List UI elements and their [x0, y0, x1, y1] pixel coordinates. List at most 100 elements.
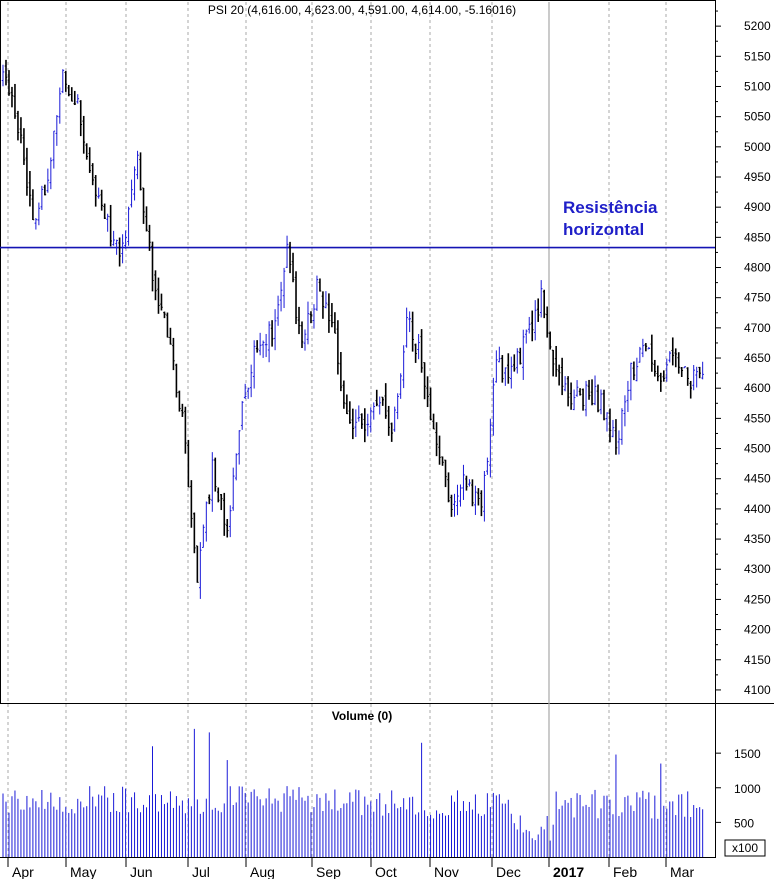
month-axis: Apr May Jun Jul Aug Sep Oct Nov Dec 2017 Feb Mar — [7, 857, 694, 879]
ohlc-bar — [629, 362, 633, 401]
y-tick-label: 4700 — [744, 321, 771, 335]
ohlc-bar — [136, 150, 139, 180]
ohlc-bar — [641, 338, 645, 358]
ohlc-bar — [489, 418, 492, 478]
ohlc-bar — [366, 413, 370, 437]
ohlc-bar — [151, 241, 154, 292]
ohlc-bar — [677, 352, 681, 374]
ohlc-bar — [590, 379, 594, 406]
month-label: Jul — [192, 864, 210, 879]
ohlc-bar — [106, 213, 109, 232]
ohlc-bar — [584, 380, 588, 417]
ohlc-bar — [510, 356, 513, 389]
ohlc-bar — [429, 387, 432, 421]
ohlc-bar — [31, 189, 35, 221]
ohlc-bar — [471, 479, 474, 507]
ohlc-bar — [533, 300, 537, 341]
ohlc-bar — [671, 337, 675, 366]
ohlc-bar — [336, 320, 340, 375]
month-label: Mar — [670, 864, 694, 879]
y-tick-label: 4500 — [744, 442, 771, 456]
ohlc-bar — [145, 206, 148, 232]
ohlc-bar — [124, 230, 127, 249]
ohlc-bar — [450, 494, 453, 517]
y-tick-label: 4850 — [744, 230, 771, 244]
ohlc-bar — [426, 376, 429, 408]
month-label: Feb — [613, 864, 637, 879]
ohlc-bar — [501, 355, 504, 383]
ohlc-bar — [438, 435, 441, 465]
ohlc-bar — [34, 218, 38, 230]
ohlc-bar — [417, 334, 420, 360]
ohlc-bar — [480, 490, 483, 517]
ohlc-bar — [378, 396, 382, 415]
y-tick-label: 4550 — [744, 411, 771, 425]
ohlc-bar — [55, 115, 59, 146]
ohlc-bar — [118, 237, 121, 267]
ohlc-bar — [28, 170, 32, 207]
ohlc-bar — [160, 293, 163, 311]
ohlc-bar — [58, 87, 62, 124]
ohlc-bar — [294, 271, 298, 325]
ohlc-bar — [318, 278, 322, 292]
ohlc-bar — [49, 157, 53, 190]
ohlc-bar — [668, 351, 672, 363]
vertical-grid — [7, 2, 667, 857]
ohlc-bar — [405, 307, 408, 348]
ohlc-bar — [474, 485, 477, 515]
ohlc-bar — [435, 422, 438, 457]
y-tick-label: 4300 — [744, 562, 771, 576]
ohlc-bar — [515, 348, 519, 374]
ohlc-bar — [554, 345, 558, 377]
ohlc-bar — [243, 383, 247, 399]
ohlc-bar — [276, 295, 280, 326]
ohlc-bar — [372, 402, 376, 420]
ohlc-bar — [399, 373, 402, 399]
ohlc-bar — [635, 357, 639, 382]
ohlc-bar — [85, 143, 89, 160]
ohlc-bar — [175, 363, 178, 398]
ohlc-bar — [698, 366, 701, 379]
ohlc-bar — [662, 370, 666, 382]
ohlc-bar — [518, 347, 522, 365]
ohlc-bar — [375, 389, 379, 407]
ohlc-bar — [593, 375, 597, 406]
ohlc-bar — [402, 345, 405, 389]
ohlc-bar — [163, 311, 166, 319]
ohlc-bar — [37, 202, 41, 226]
ohlc-bar — [674, 348, 678, 368]
ohlc-bar — [324, 291, 328, 309]
ohlc-bar — [157, 277, 160, 314]
ohlc-bar — [495, 350, 498, 383]
ohlc-bar — [530, 310, 534, 342]
ohlc-bar — [234, 453, 238, 481]
ohlc-bar — [420, 329, 423, 373]
price-panel — [0, 0, 774, 704]
ohlc-bar — [315, 275, 319, 311]
ohlc-bar — [396, 393, 399, 420]
ohlc-bar — [695, 366, 698, 388]
ohlc-bar — [575, 380, 579, 397]
ohlc-bar — [166, 312, 169, 338]
ohlc-bar — [342, 380, 346, 409]
y-tick-label: 5150 — [744, 49, 771, 63]
ohlc-bar — [178, 390, 181, 412]
ohlc-bar — [599, 389, 603, 415]
ohlc-bar — [614, 419, 618, 455]
ohlc-bar — [596, 384, 600, 413]
ohlc-bar — [566, 376, 570, 407]
ohlc-bar — [656, 365, 660, 382]
ohlc-bar — [423, 362, 426, 400]
ohlc-bar — [181, 403, 184, 417]
ohlc-bar — [339, 352, 343, 392]
y-tick-label: 4800 — [744, 261, 771, 275]
month-label: Jun — [130, 864, 153, 879]
ohlc-bar — [632, 361, 636, 381]
ohlc-bar — [273, 309, 277, 351]
ohlc-bar — [483, 471, 486, 522]
ohlc-bar — [453, 493, 456, 517]
ohlc-bar — [321, 291, 325, 319]
ohlc-bar — [288, 241, 292, 274]
ohlc-bar — [348, 401, 352, 424]
volume-y-axis: 500 1000 1500 — [715, 747, 761, 830]
